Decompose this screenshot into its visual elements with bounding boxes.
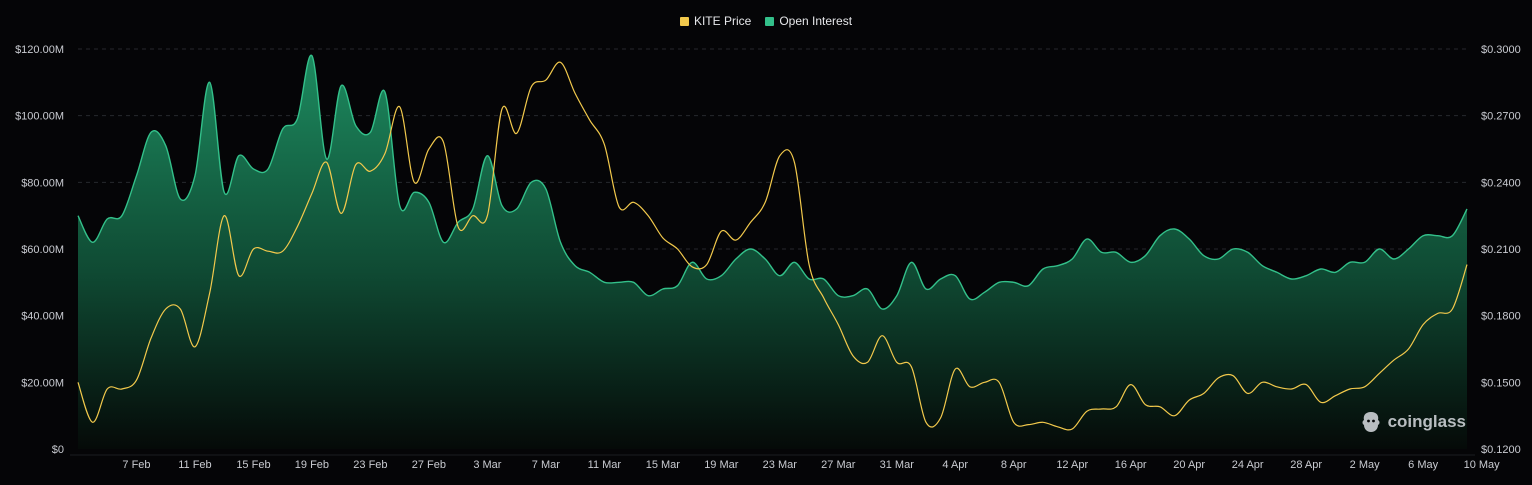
x-tick-label: 6 May <box>1408 459 1438 471</box>
y-right-tick-label: $0.1200 <box>1481 444 1521 456</box>
y-right-tick-label: $0.2400 <box>1481 177 1521 189</box>
x-tick-label: 23 Mar <box>763 459 798 471</box>
x-tick-label: 24 Apr <box>1232 459 1264 471</box>
right-axis-ticks: $0.1200 $0.1500 $0.1800 $0.2100 $0.2400 $0.27… <box>1481 44 1521 456</box>
watermark-text: coinglass <box>1387 412 1466 431</box>
x-tick-label: 27 Mar <box>821 459 856 471</box>
x-tick-label: 15 Feb <box>236 459 270 471</box>
x-axis-ticks: 7 Feb 11 Feb 15 Feb 19 Feb 23 Feb 27 Feb 3 Mar… <box>70 454 1501 471</box>
x-tick-label: 10 May <box>1464 459 1501 471</box>
left-axis-ticks: $0 $20.00M $40.00M $60.00M $80.00M $100.00M $1… <box>15 44 64 456</box>
x-tick-label: 8 Apr <box>1001 459 1027 471</box>
oi-series-line[interactable] <box>77 54 1468 310</box>
x-tick-label: 2 May <box>1350 459 1380 471</box>
x-tick-label: 19 Mar <box>704 459 739 471</box>
chart-legend: KITE Price Open Interest <box>0 14 1532 28</box>
legend-label-price: KITE Price <box>693 14 752 28</box>
y-right-tick-label: $0.2100 <box>1481 244 1521 256</box>
x-tick-label: 19 Feb <box>295 459 329 471</box>
watermark: coinglass <box>1360 410 1466 434</box>
x-tick-label: 23 Feb <box>353 459 387 471</box>
x-tick-label: 15 Mar <box>646 459 681 471</box>
price-line-layer <box>77 61 1468 431</box>
coinglass-logo-icon <box>1362 412 1380 432</box>
x-tick-label: 20 Apr <box>1173 459 1205 471</box>
x-tick-label: 11 Mar <box>588 459 622 471</box>
y-left-tick-label: $20.00M <box>21 377 64 389</box>
x-tick-label: 7 Mar <box>532 459 560 471</box>
oi-area-fill <box>78 55 1467 449</box>
y-right-tick-label: $0.1500 <box>1481 377 1521 389</box>
legend-label-oi: Open Interest <box>779 14 853 28</box>
x-tick-label: 4 Apr <box>942 459 968 471</box>
x-tick-label: 7 Feb <box>122 459 150 471</box>
x-tick-label: 27 Feb <box>412 459 446 471</box>
y-right-tick-label: $0.1800 <box>1481 311 1521 323</box>
y-left-tick-label: $0 <box>52 444 64 456</box>
legend-item-price[interactable]: KITE Price <box>679 14 752 28</box>
y-right-tick-label: $0.3000 <box>1481 44 1521 56</box>
y-left-tick-label: $100.00M <box>15 111 64 123</box>
legend-swatch-price <box>679 16 689 26</box>
x-tick-label: 12 Apr <box>1056 459 1088 471</box>
x-tick-label: 11 Feb <box>178 459 211 471</box>
x-tick-label: 28 Apr <box>1290 459 1322 471</box>
x-tick-label: 16 Apr <box>1115 459 1147 471</box>
y-left-tick-label: $80.00M <box>21 177 64 189</box>
y-left-tick-label: $40.00M <box>21 311 64 323</box>
legend-item-oi[interactable]: Open Interest <box>765 14 852 28</box>
legend-swatch-oi <box>765 16 775 26</box>
x-tick-label: 3 Mar <box>473 459 501 471</box>
y-right-tick-label: $0.2700 <box>1481 111 1521 123</box>
y-left-tick-label: $120.00M <box>15 44 64 56</box>
x-tick-label: 31 Mar <box>880 459 915 471</box>
y-left-tick-label: $60.00M <box>21 244 64 256</box>
oi-area-layer <box>77 54 1468 449</box>
price-series-line[interactable] <box>77 61 1468 431</box>
